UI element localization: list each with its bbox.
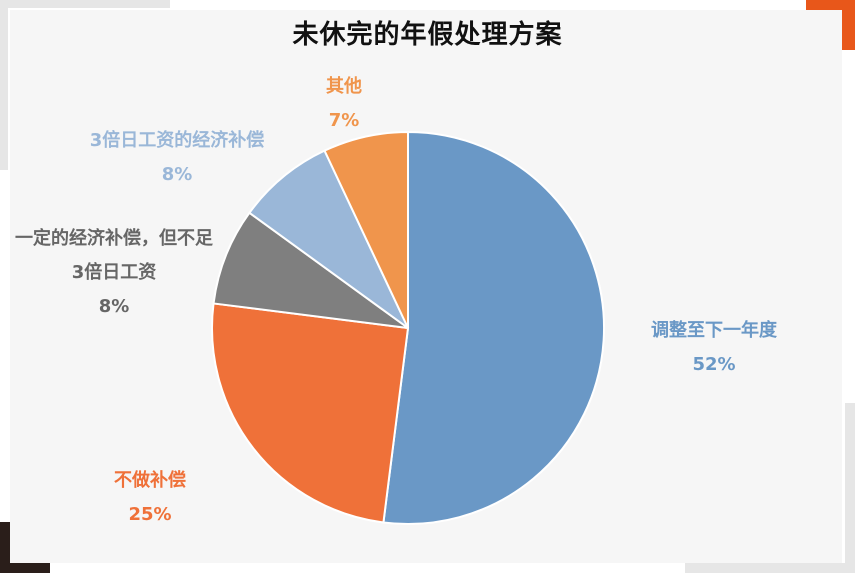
slice-percent-partial-compensation: 8% (98, 296, 130, 317)
slice-percent-triple-wage: 8% (161, 164, 193, 185)
frame-corner-bottom-right-vertical (845, 403, 855, 573)
slice-label-next-year: 调整至下一年度 52% (614, 314, 814, 382)
chart-title: 未休完的年假处理方案 (292, 20, 563, 50)
slice-name-partial-compensation-line1: 一定的经济补偿，但不足 (15, 228, 213, 249)
slice-label-triple-wage: 3倍日工资的经济补偿 8% (62, 124, 292, 192)
slice-name-triple-wage: 3倍日工资的经济补偿 (89, 130, 265, 151)
pie-slice-triple-wage (248, 149, 409, 329)
pie-slice-other (323, 130, 409, 329)
slice-percent-no-compensation: 25% (128, 504, 172, 525)
frame-corner-top-left-vertical (0, 0, 8, 170)
frame-corner-bottom-right (685, 563, 855, 573)
pie-slice-no-compensation (211, 302, 410, 524)
frame-corner-top-left (0, 0, 170, 8)
slice-percent-next-year: 52% (692, 354, 736, 375)
frame-corner-top-right-vertical (841, 0, 855, 50)
slice-name-no-compensation: 不做补偿 (114, 470, 186, 491)
slice-name-partial-compensation-line2: 3倍日工资 (71, 262, 157, 283)
pie-slice-next-year (382, 130, 605, 525)
slice-percent-other: 7% (328, 110, 360, 131)
pie-slice-partial-compensation (212, 211, 409, 329)
slice-label-partial-compensation: 一定的经济补偿，但不足 3倍日工资 8% (0, 222, 228, 324)
slice-label-other: 其他 7% (294, 70, 394, 138)
slice-name-next-year: 调整至下一年度 (651, 320, 777, 341)
slice-name-other: 其他 (326, 76, 362, 97)
slice-label-no-compensation: 不做补偿 25% (70, 464, 230, 532)
